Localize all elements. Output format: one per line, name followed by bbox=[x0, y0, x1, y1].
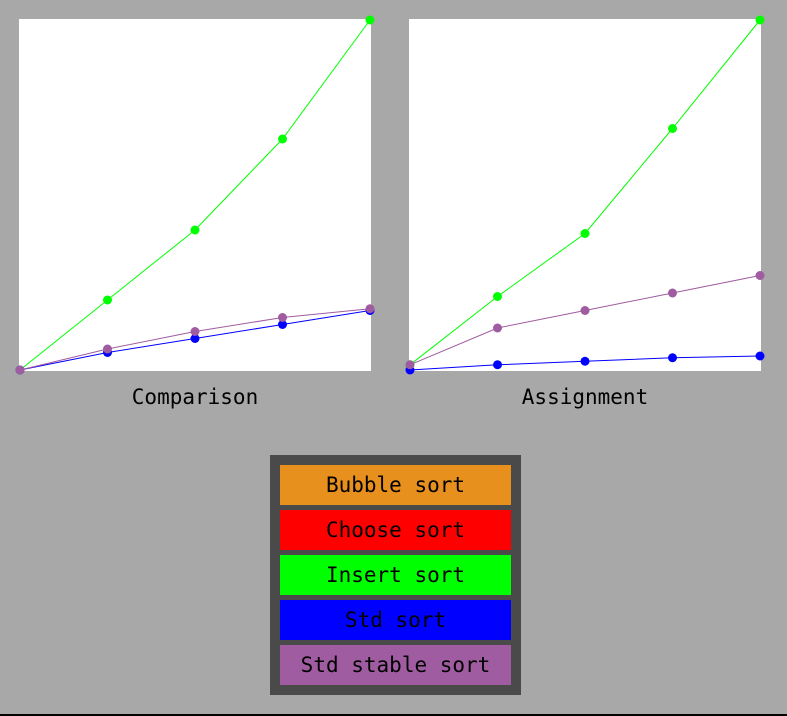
comparison-point-std-stable-sort-4 bbox=[365, 304, 375, 314]
comparison-chart-title: Comparison bbox=[131, 385, 259, 409]
legend-item-std-stable-sort[interactable]: Std stable sort bbox=[280, 645, 511, 685]
assignment-point-std-sort-4 bbox=[755, 351, 765, 361]
assignment-point-insert-sort-2 bbox=[580, 229, 590, 238]
assignment-point-std-stable-sort-4 bbox=[755, 271, 765, 280]
comparison-point-std-stable-sort-2 bbox=[190, 327, 200, 336]
comparison-point-insert-sort-3 bbox=[278, 134, 287, 144]
assignment-point-std-stable-sort-2 bbox=[580, 306, 590, 315]
comparison-chart-svg bbox=[15, 15, 375, 375]
assignment-point-std-sort-2 bbox=[580, 356, 590, 366]
comparison-point-insert-sort-4 bbox=[365, 15, 375, 25]
assignment-point-std-sort-3 bbox=[668, 353, 677, 363]
bottom-divider bbox=[0, 714, 787, 716]
assignment-chart-title: Assignment bbox=[521, 385, 649, 409]
assignment-point-std-stable-sort-3 bbox=[668, 288, 677, 298]
comparison-point-insert-sort-1 bbox=[103, 295, 112, 305]
assignment-point-insert-sort-3 bbox=[668, 124, 677, 133]
comparison-point-std-sort-2 bbox=[190, 334, 200, 343]
comparison-point-std-sort-3 bbox=[278, 320, 287, 329]
assignment-chart-svg bbox=[405, 15, 765, 375]
comparison-point-insert-sort-2 bbox=[190, 225, 200, 235]
comparison-point-std-stable-sort-1 bbox=[103, 344, 112, 354]
legend-item-std-sort[interactable]: Std sort bbox=[280, 600, 511, 640]
assignment-point-std-sort-1 bbox=[493, 360, 502, 370]
legend-item-choose-sort[interactable]: Choose sort bbox=[280, 510, 511, 550]
comparison-point-std-stable-sort-3 bbox=[278, 313, 287, 322]
comparison-chart bbox=[15, 15, 375, 375]
assignment-point-std-stable-sort-0 bbox=[405, 360, 415, 370]
assignment-chart bbox=[405, 15, 765, 375]
assignment-point-insert-sort-4 bbox=[755, 15, 765, 25]
assignment-series-line-std-stable-sort bbox=[409, 275, 761, 366]
comparison-point-std-stable-sort-0 bbox=[15, 365, 25, 375]
assignment-point-std-stable-sort-1 bbox=[493, 323, 502, 333]
legend-item-insert-sort[interactable]: Insert sort bbox=[280, 555, 511, 595]
comparison-series-line-insert-sort bbox=[19, 19, 371, 371]
legend-item-bubble-sort[interactable]: Bubble sort bbox=[280, 465, 511, 505]
legend-panel: Bubble sort Choose sort Insert sort Std … bbox=[270, 455, 521, 695]
assignment-point-insert-sort-1 bbox=[493, 292, 502, 301]
